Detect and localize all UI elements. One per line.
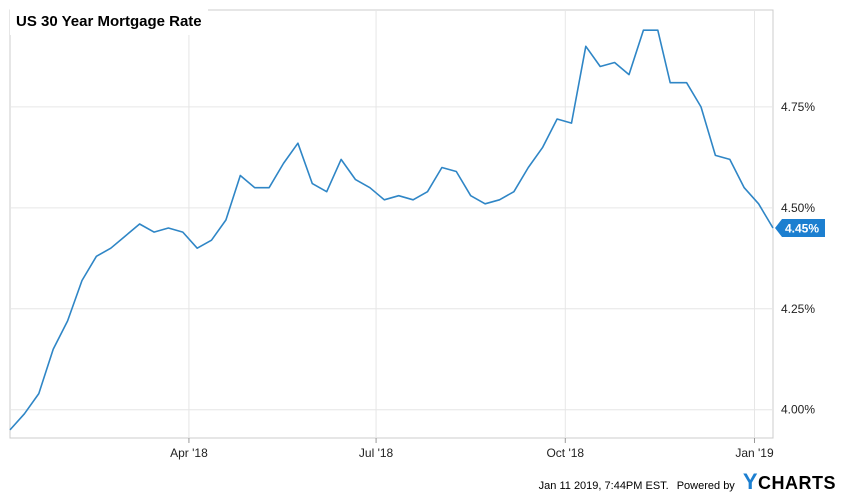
y-tick-label: 4.25% (781, 302, 815, 316)
x-tick-label: Jul '18 (359, 446, 394, 460)
series-line[interactable] (9, 29, 774, 431)
y-tick-label: 4.50% (781, 201, 815, 215)
x-tick-label: Oct '18 (546, 446, 584, 460)
last-value-badge (775, 219, 825, 238)
timestamp: Jan 11 2019, 7:44PM EST. (538, 480, 669, 492)
footer: Jan 11 2019, 7:44PM EST. Powered by YCHA… (539, 469, 836, 495)
last-value-label: 4.45% (775, 219, 825, 238)
ycharts-logo-text: CHARTS (758, 473, 836, 493)
y-axis-ticks: 4.00% 4.25% 4.50% 4.75% (781, 100, 815, 417)
last-value-text: 4.45% (785, 222, 819, 236)
x-axis-ticks: Apr '18 Jul '18 Oct '18 Jan '19 (170, 438, 774, 460)
x-tick-label: Jan '19 (735, 446, 774, 460)
chart-title-box: US 30 Year Mortgage Rate (10, 9, 208, 35)
gridlines (10, 10, 773, 438)
ycharts-logo[interactable]: YCHARTS (743, 469, 836, 495)
x-tick-label: Apr '18 (170, 446, 208, 460)
chart-title: US 30 Year Mortgage Rate (16, 13, 202, 30)
powered-by-text: Powered by (676, 480, 735, 492)
ycharts-logo-y: Y (742, 469, 758, 494)
y-tick-label: 4.75% (781, 100, 815, 114)
y-tick-label: 4.00% (781, 403, 815, 417)
plot-border (9, 9, 774, 439)
